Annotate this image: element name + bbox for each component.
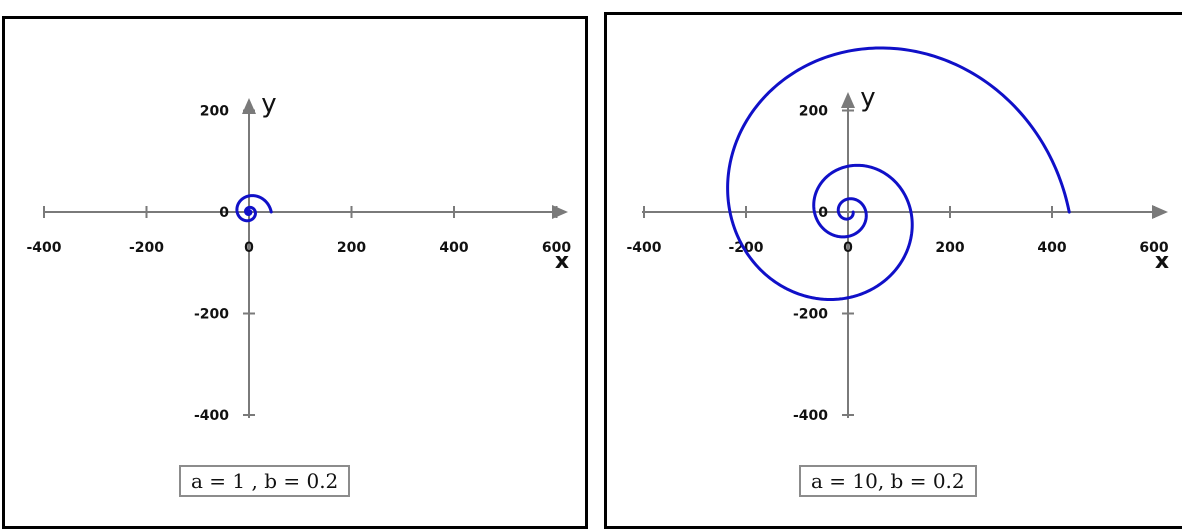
x-tick-label: 200 xyxy=(935,240,964,256)
chart-panel-right xyxy=(604,12,1182,529)
y-axis-label: y xyxy=(860,83,875,113)
chart-left: -400 -200 0 200 400 600 200 0 -200 -400 x y xyxy=(26,89,571,424)
y-tick-label: -400 xyxy=(793,408,828,424)
param-label-right: a = 10, b = 0.2 xyxy=(799,465,977,497)
x-tick-label: 0 xyxy=(843,240,853,256)
y-tick-label: 0 xyxy=(219,205,229,221)
x-tick-label: 0 xyxy=(244,240,254,256)
spiral-curve xyxy=(726,46,1071,301)
param-label-left: a = 1 , b = 0.2 xyxy=(179,465,351,497)
x-tick-label: -400 xyxy=(26,240,61,256)
y-tick-label: -200 xyxy=(194,307,229,323)
x-tick-label: 600 xyxy=(1139,240,1168,256)
y-tick-label: 200 xyxy=(200,104,229,120)
spiral-curve xyxy=(235,194,273,223)
y-axis-arrow-icon xyxy=(841,92,855,108)
x-tick-label: 400 xyxy=(1037,240,1066,256)
chart-panel-left xyxy=(2,16,588,529)
y-axis-arrow-icon xyxy=(242,98,256,114)
y-tick-label: -400 xyxy=(194,408,229,424)
y-tick-label: -200 xyxy=(793,307,828,323)
chart-right: -400 -200 0 200 400 600 200 0 -200 -400 x y xyxy=(626,46,1169,424)
y-tick-label: 200 xyxy=(799,104,828,120)
x-axis-arrow-icon xyxy=(552,205,568,219)
x-axis-arrow-icon xyxy=(1152,205,1168,219)
x-axis-label: x xyxy=(555,249,569,274)
x-tick-label: -400 xyxy=(626,240,661,256)
x-axis-label: x xyxy=(1155,249,1169,274)
x-tick-label: -200 xyxy=(728,240,763,256)
x-tick-label: 200 xyxy=(337,240,366,256)
y-axis-label: y xyxy=(261,89,276,119)
x-tick-label: 600 xyxy=(542,240,571,256)
y-tick-label: 0 xyxy=(818,205,828,221)
x-tick-label: 400 xyxy=(439,240,468,256)
x-tick-label: -200 xyxy=(129,240,164,256)
